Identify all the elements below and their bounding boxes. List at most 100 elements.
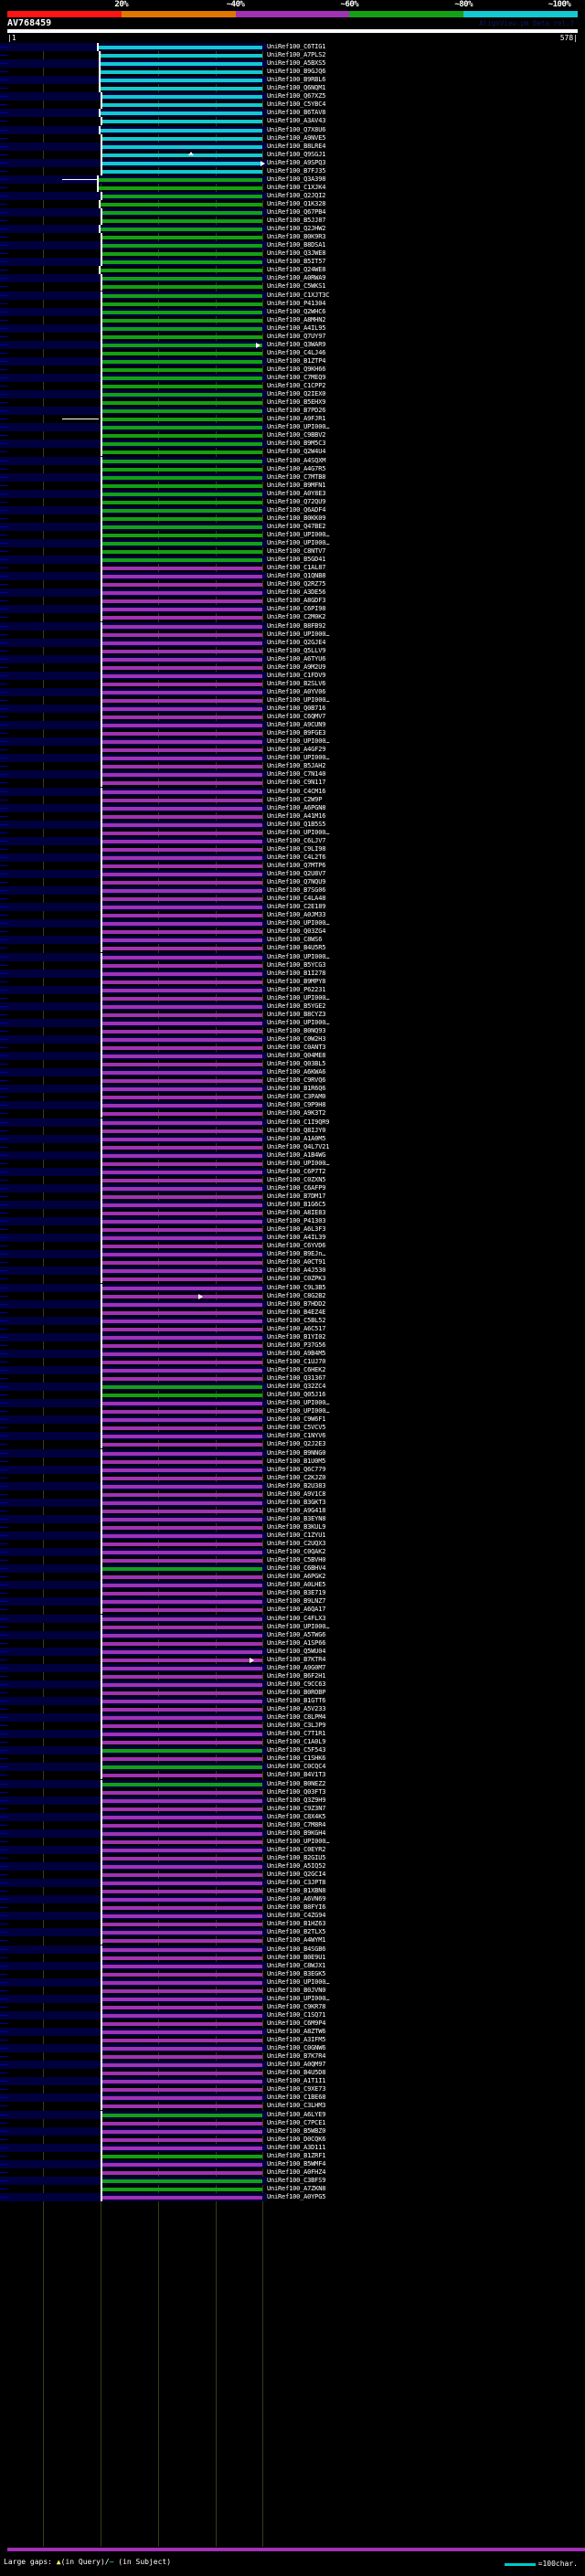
alignment-row[interactable]: UniRef100_B0KK09	[0, 514, 585, 523]
alignment-bar[interactable]	[101, 550, 262, 555]
alignment-bar[interactable]	[101, 1369, 262, 1373]
alignment-bar[interactable]	[101, 1567, 262, 1572]
subject-id-label[interactable]: UniRef100_Q32ZC4	[267, 1383, 326, 1391]
alignment-row[interactable]: UniRef100_A0JM33	[0, 911, 585, 920]
subject-id-label[interactable]: UniRef100_A1SP66	[267, 1638, 326, 1647]
alignment-row[interactable]: UniRef100_C0EYR2	[0, 1845, 585, 1854]
subject-id-label[interactable]: UniRef100_Q03BL5	[267, 1060, 326, 1068]
alignment-row[interactable]: UniRef100_A6L3F3	[0, 1225, 585, 1235]
subject-id-label[interactable]: UniRef100_A3AV43	[267, 117, 326, 125]
alignment-row[interactable]: UniRef100_A1A0M5	[0, 1134, 585, 1143]
alignment-bar[interactable]	[101, 765, 262, 769]
alignment-row[interactable]: UniRef100_B0NQ93	[0, 1026, 585, 1035]
subject-id-label[interactable]: UniRef100_Q9KH66	[267, 365, 326, 373]
subject-id-label[interactable]: UniRef100_A6KWA6	[267, 1068, 326, 1076]
subject-id-label[interactable]: UniRef100_A0JM33	[267, 911, 326, 919]
alignment-bar[interactable]	[101, 1749, 262, 1754]
alignment-bar[interactable]	[101, 161, 262, 165]
alignment-row[interactable]: UniRef100_Q03ZG4	[0, 928, 585, 937]
alignment-bar[interactable]	[101, 1377, 262, 1382]
alignment-bar[interactable]	[101, 1435, 262, 1439]
alignment-row[interactable]: UniRef100_B5JJ87	[0, 217, 585, 226]
alignment-bar[interactable]	[101, 1559, 262, 1564]
subject-id-label[interactable]: UniRef100_B3E719	[267, 1589, 326, 1597]
alignment-row[interactable]: UniRef100_UPI000…	[0, 530, 585, 539]
subject-id-label[interactable]: UniRef100_C1I9QR9	[267, 1118, 330, 1126]
alignment-row[interactable]: UniRef100_B1G6C5	[0, 1201, 585, 1209]
alignment-bar[interactable]	[101, 2055, 262, 2060]
subject-id-label[interactable]: UniRef100_C0W2H3	[267, 1035, 326, 1043]
subject-id-label[interactable]: UniRef100_A0QM97	[267, 2061, 326, 2069]
subject-id-label[interactable]: UniRef100_A0YV06	[267, 687, 326, 695]
subject-id-label[interactable]: UniRef100_B7K7R4	[267, 2052, 326, 2061]
alignment-bar[interactable]	[101, 1525, 262, 1530]
subject-id-label[interactable]: UniRef100_C8X4K5	[267, 1812, 326, 1820]
subject-id-label[interactable]: UniRef100_C8WS6	[267, 936, 323, 944]
alignment-bar[interactable]	[101, 293, 262, 298]
alignment-bar[interactable]	[101, 277, 262, 281]
alignment-bar[interactable]	[101, 367, 262, 372]
alignment-row[interactable]: UniRef100_C1AL87	[0, 564, 585, 573]
alignment-bar[interactable]	[101, 2072, 262, 2076]
alignment-bar[interactable]	[100, 62, 262, 67]
alignment-bar[interactable]	[101, 814, 262, 819]
alignment-bar[interactable]	[99, 46, 262, 49]
alignment-bar[interactable]	[101, 1600, 262, 1605]
subject-id-label[interactable]: UniRef100_B1HZ63	[267, 1920, 326, 1928]
alignment-row[interactable]: UniRef100_B3EGK5	[0, 1969, 585, 1978]
subject-id-label[interactable]: UniRef100_Q5LLV9	[267, 646, 326, 654]
alignment-row[interactable]: UniRef100_C3BFS9	[0, 2176, 585, 2185]
alignment-bar[interactable]	[101, 1584, 262, 1588]
alignment-bar[interactable]	[99, 177, 262, 182]
subject-id-label[interactable]: UniRef100_B7PD26	[267, 407, 326, 415]
subject-id-label[interactable]: UniRef100_Q3JWE8	[267, 249, 326, 258]
alignment-row[interactable]: UniRef100_B9FGE3	[0, 729, 585, 738]
alignment-row[interactable]: UniRef100_B1I278	[0, 969, 585, 978]
alignment-bar[interactable]	[101, 1087, 262, 1092]
alignment-bar[interactable]	[101, 616, 262, 620]
alignment-row[interactable]: UniRef100_C4CM16	[0, 787, 585, 796]
alignment-bar[interactable]	[101, 1988, 262, 1993]
alignment-row[interactable]: UniRef100_C6M9P4	[0, 2019, 585, 2028]
alignment-row[interactable]: UniRef100_A3DE56	[0, 588, 585, 598]
subject-id-label[interactable]: UniRef100_B8FB92	[267, 621, 326, 630]
alignment-row[interactable]: UniRef100_C3PAM0	[0, 1093, 585, 1102]
subject-id-label[interactable]: UniRef100_B1R6Q6	[267, 1085, 326, 1093]
alignment-row[interactable]: UniRef100_A4J530	[0, 1267, 585, 1276]
alignment-bar[interactable]	[101, 649, 262, 653]
alignment-row[interactable]: UniRef100_C8NTV7	[0, 547, 585, 557]
alignment-bar[interactable]	[101, 1865, 262, 1869]
alignment-row[interactable]: UniRef100_B5YGE2	[0, 1002, 585, 1011]
alignment-row[interactable]: UniRef100_P62231	[0, 985, 585, 994]
subject-id-label[interactable]: UniRef100_B1G6C5	[267, 1201, 326, 1208]
subject-id-label[interactable]: UniRef100_Q6ADF4	[267, 505, 326, 514]
alignment-bar[interactable]	[101, 716, 262, 720]
alignment-row[interactable]: UniRef100_C4L2T6	[0, 853, 585, 862]
alignment-row[interactable]: UniRef100_B9EJn…	[0, 1250, 585, 1259]
alignment-row[interactable]: UniRef100_A1T1I1	[0, 2077, 585, 2086]
alignment-bar[interactable]	[101, 401, 262, 406]
alignment-row[interactable]: UniRef100_C9LI98	[0, 844, 585, 853]
subject-id-label[interactable]: UniRef100_C1CPP2	[267, 382, 326, 390]
subject-id-label[interactable]: UniRef100_Q5WU04	[267, 1647, 326, 1655]
alignment-row[interactable]: UniRef100_B7KTR4	[0, 1655, 585, 1664]
subject-id-label[interactable]: UniRef100_P37G56	[267, 1341, 326, 1349]
alignment-bar[interactable]	[101, 1782, 262, 1786]
alignment-bar[interactable]	[101, 385, 262, 389]
alignment-bar[interactable]	[101, 558, 262, 563]
alignment-bar[interactable]	[101, 732, 262, 737]
alignment-row[interactable]: UniRef100_A9NVE5	[0, 133, 585, 143]
alignment-bar[interactable]	[101, 153, 262, 157]
subject-id-label[interactable]: UniRef100_B9GJQ6	[267, 68, 326, 76]
alignment-bar[interactable]	[101, 963, 262, 968]
subject-id-label[interactable]: UniRef100_UPI000…	[267, 1018, 330, 1026]
subject-id-label[interactable]: UniRef100_B4EZ4E	[267, 1308, 326, 1316]
alignment-row[interactable]: UniRef100_A5V233	[0, 1705, 585, 1714]
alignment-bar[interactable]	[101, 1633, 262, 1638]
subject-id-label[interactable]: UniRef100_C5BVH0	[267, 1556, 326, 1564]
subject-id-label[interactable]: UniRef100_C8LPM4	[267, 1713, 326, 1722]
subject-id-label[interactable]: UniRef100_UPI000…	[267, 1837, 330, 1845]
alignment-row[interactable]: UniRef100_C6YVD6	[0, 1242, 585, 1251]
subject-id-label[interactable]: UniRef100_B0NEZ2	[267, 1779, 326, 1787]
alignment-bar[interactable]	[101, 1212, 262, 1216]
